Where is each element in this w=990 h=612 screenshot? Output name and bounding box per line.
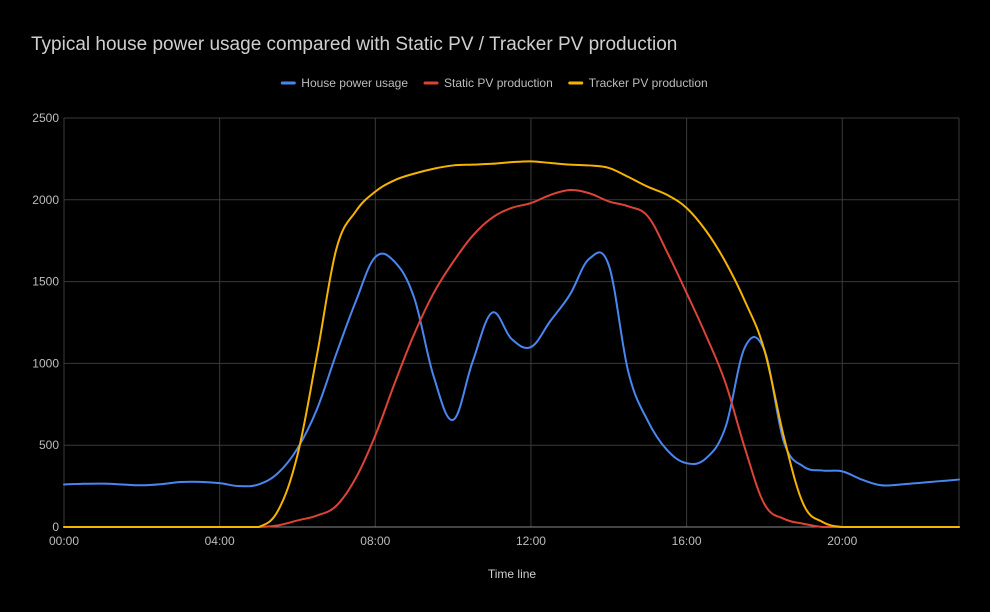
- x-tick-label: 00:00: [49, 534, 79, 548]
- tracker-pv-production-line: [63, 160, 960, 528]
- x-tick-label: 20:00: [827, 534, 857, 548]
- y-axis-ticks: 0 500 1000 1500 2000 2500: [32, 111, 59, 534]
- x-axis-ticks: 00:00 04:00 08:00 12:00 16:00 20:00: [49, 534, 858, 548]
- chart-title: Typical house power usage compared with …: [31, 34, 677, 55]
- y-tick-label: 1500: [32, 275, 59, 289]
- y-tick-label: 0: [52, 520, 59, 534]
- x-axis-title: Time line: [488, 567, 537, 581]
- y-tick-label: 1000: [32, 356, 59, 370]
- legend-label: Tracker PV production: [589, 76, 708, 90]
- chart-series: [63, 160, 960, 528]
- x-tick-label: 04:00: [205, 534, 235, 548]
- y-tick-label: 2500: [32, 111, 59, 125]
- house-power-usage-line: [63, 251, 960, 488]
- chart-legend: House power usage Static PV production Tra…: [280, 76, 708, 90]
- y-tick-label: 500: [39, 438, 59, 452]
- chart-grid: [63, 117, 960, 528]
- x-tick-label: 08:00: [360, 534, 390, 548]
- legend-label: House power usage: [301, 76, 408, 90]
- x-tick-label: 12:00: [516, 534, 546, 548]
- y-tick-label: 2000: [32, 193, 59, 207]
- legend-label: Static PV production: [444, 76, 553, 90]
- x-tick-label: 16:00: [672, 534, 702, 548]
- static-pv-production-line: [63, 188, 960, 528]
